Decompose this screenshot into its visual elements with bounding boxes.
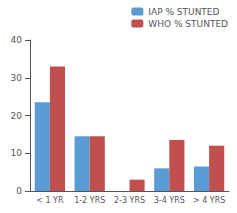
svg-text:3-4 YRS: 3-4 YRS — [154, 196, 185, 205]
svg-text:IAP % STUNTED: IAP % STUNTED — [148, 7, 219, 17]
svg-text:10: 10 — [11, 148, 23, 158]
svg-text:< 1 YR: < 1 YR — [36, 196, 64, 205]
svg-text:1-2 YRS: 1-2 YRS — [74, 196, 105, 205]
svg-text:WHO % STUNTED: WHO % STUNTED — [148, 19, 228, 29]
svg-text:2-3 YRS: 2-3 YRS — [114, 196, 145, 205]
svg-text:20: 20 — [11, 111, 23, 121]
svg-text:40: 40 — [11, 35, 23, 45]
svg-text:> 4 YRS: > 4 YRS — [193, 196, 225, 205]
svg-text:30: 30 — [11, 73, 23, 83]
svg-text:0: 0 — [16, 186, 22, 196]
